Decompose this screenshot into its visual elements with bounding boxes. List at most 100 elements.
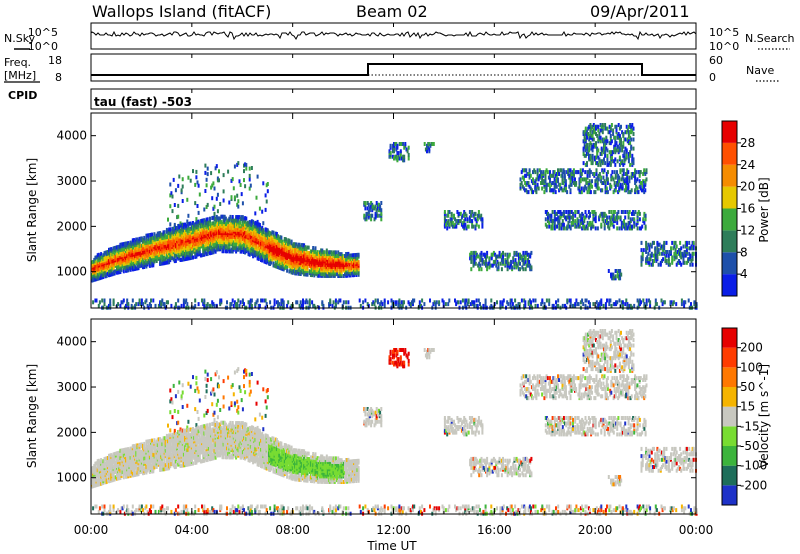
power-cell: [192, 255, 194, 260]
power-heatmap: [91, 123, 698, 310]
power-cell: [651, 262, 654, 267]
power-cell: [171, 255, 174, 260]
power-cell: [255, 232, 258, 237]
power-cell: [380, 208, 383, 213]
power-cell: [189, 252, 192, 257]
power-cell: [631, 153, 634, 158]
power-cell: [219, 202, 222, 206]
power-cell: [592, 137, 595, 142]
power-cell: [91, 273, 93, 278]
power-cell: [313, 258, 316, 263]
power-cell: [283, 253, 286, 258]
power-cell: [188, 252, 191, 257]
power-cell: [623, 150, 626, 155]
power-cell: [126, 241, 129, 246]
power-cell: [528, 168, 531, 173]
power-cell: [109, 272, 112, 277]
power-cell: [609, 298, 612, 303]
power-cell: [220, 298, 223, 303]
power-cell: [240, 249, 243, 254]
power-cell: [231, 242, 234, 247]
power-cell: [230, 222, 233, 227]
power-cell: [262, 181, 265, 186]
power-cell: [188, 243, 191, 248]
power-cell: [244, 184, 247, 189]
power-cell: [148, 260, 151, 265]
power-cell: [299, 244, 302, 249]
power-cell: [250, 298, 253, 303]
power-cell: [224, 216, 227, 221]
power-cell: [266, 257, 269, 262]
power-cell: [457, 300, 460, 305]
power-cell: [442, 300, 445, 305]
power-cell: [131, 238, 134, 243]
power-cell: [617, 182, 620, 187]
power-cell: [477, 298, 480, 303]
power-cell: [165, 253, 168, 258]
power-cell: [311, 249, 314, 254]
power-cell: [136, 264, 139, 269]
power-cell: [226, 220, 228, 225]
power-cell: [162, 246, 165, 251]
power-cell: [103, 302, 106, 307]
power-cell: [616, 300, 619, 305]
power-cell: [475, 298, 478, 303]
power-cell: [577, 170, 580, 175]
nave-top-tick: 60: [709, 54, 723, 67]
power-cell: [154, 235, 157, 240]
power-cell: [578, 184, 581, 189]
power-cell: [95, 298, 98, 303]
power-cell: [481, 224, 484, 229]
power-cell: [241, 244, 244, 249]
power-cell: [142, 257, 144, 262]
power-cell: [226, 234, 228, 239]
power-cell: [304, 261, 307, 266]
power-cell: [122, 242, 125, 247]
power-cell: [269, 256, 272, 261]
power-cell: [379, 204, 382, 209]
power-cell: [178, 232, 181, 237]
power-cell: [129, 262, 132, 267]
power-cell: [429, 298, 431, 303]
power-cell: [263, 241, 266, 246]
power-cell: [140, 261, 143, 266]
power-cell: [591, 153, 594, 158]
power-cell: [258, 250, 261, 255]
power-cell: [203, 218, 206, 223]
power-cell: [216, 209, 219, 214]
power-cell: [161, 254, 164, 259]
power-cell: [171, 234, 174, 239]
power-cell: [151, 250, 154, 255]
power-cell: [229, 249, 232, 254]
power-cell: [261, 254, 264, 259]
power-cell: [164, 257, 167, 262]
power-cell: [283, 237, 286, 241]
power-cell: [464, 222, 467, 227]
power-cell: [597, 124, 600, 129]
power-cell: [157, 242, 160, 247]
power-cell: [239, 183, 242, 187]
power-cell: [295, 247, 298, 252]
power-cell: [194, 303, 197, 308]
beam-title: Beam 02: [356, 2, 428, 21]
power-cell: [165, 260, 168, 265]
power-cell: [212, 206, 215, 211]
power-cell: [139, 251, 142, 256]
power-cell: [180, 303, 183, 308]
power-cell: [380, 201, 383, 205]
power-cell: [232, 218, 235, 223]
power-cell: [236, 162, 239, 167]
power-cell: [224, 222, 227, 227]
power-cell: [121, 242, 124, 247]
power-cell: [599, 139, 602, 144]
power-cell: [218, 216, 220, 221]
power-cell: [221, 222, 224, 226]
power-cell: [282, 300, 285, 305]
power-cell: [198, 250, 201, 255]
power-cell: [306, 250, 309, 255]
power-cell: [604, 161, 607, 166]
power-cell: [639, 170, 642, 175]
power-cell: [642, 298, 645, 303]
power-cell: [93, 270, 96, 275]
power-cell: [581, 168, 584, 173]
